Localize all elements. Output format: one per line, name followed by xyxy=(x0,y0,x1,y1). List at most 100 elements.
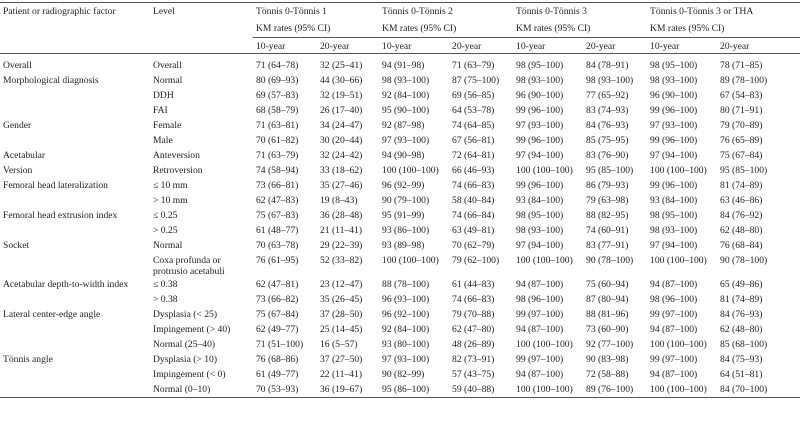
value-cell: 81 (74–89) xyxy=(720,180,763,191)
value-cell: 62 (48–80) xyxy=(720,324,763,335)
value-cell: 85 (75–95) xyxy=(586,135,629,146)
factor-cell: Acetabular depth-to-width index xyxy=(3,279,129,290)
value-cell: 67 (54–83) xyxy=(720,90,763,101)
level-cell: Impingement (< 0) xyxy=(153,369,226,380)
factor-cell: Femoral head lateralization xyxy=(3,180,108,191)
value-cell: 25 (14–45) xyxy=(320,324,363,335)
value-cell: 99 (96–100) xyxy=(516,135,564,146)
value-cell: 84 (76–93) xyxy=(720,309,763,320)
value-cell: 74 (64–85) xyxy=(452,120,495,131)
value-cell: 90 (82–99) xyxy=(382,369,425,380)
factor-cell xyxy=(0,223,150,238)
value-cell: 23 (12–47) xyxy=(320,279,363,290)
value-cell: 96 (93–100) xyxy=(382,294,430,305)
value-cell: 100 (100–100) xyxy=(516,339,573,350)
value-cell: 100 (100–100) xyxy=(516,255,573,266)
level-cell: Normal (25–40) xyxy=(153,339,216,350)
value-cell: 32 (19–51) xyxy=(320,90,363,101)
value-cell: 32 (25–41) xyxy=(320,60,363,71)
value-cell: 72 (58–88) xyxy=(586,369,629,380)
table-row: DDH 69 (57–83) 32 (19–51) 92 (84–100) 69 (56… xyxy=(0,88,800,103)
value-cell: 66 (46–93) xyxy=(452,165,495,176)
value-cell: 97 (93–100) xyxy=(516,120,564,131)
value-cell: 97 (94–100) xyxy=(516,150,564,161)
value-cell: 79 (63–98) xyxy=(586,195,629,206)
level-cell: Female xyxy=(153,120,182,131)
level-cell: ≤ 0.25 xyxy=(153,210,178,221)
subheader: KM rates (95% CI) xyxy=(253,18,380,38)
value-cell: 35 (27–46) xyxy=(320,180,363,191)
factor-cell: Femoral head extrusion index xyxy=(3,210,118,221)
value-cell: 98 (96–100) xyxy=(650,294,698,305)
value-cell: 79 (62–100) xyxy=(452,255,500,266)
value-cell: 70 (61–82) xyxy=(256,135,299,146)
value-cell: 98 (93–100) xyxy=(382,75,430,86)
value-cell: 63 (46–86) xyxy=(720,195,763,206)
value-cell: 37 (28–50) xyxy=(320,309,363,320)
value-cell: 71 (64–78) xyxy=(256,60,299,71)
value-cell: 73 (66–82) xyxy=(256,294,299,305)
value-cell: 99 (96–100) xyxy=(516,105,564,116)
value-cell: 94 (87–100) xyxy=(650,279,698,290)
table-row: > 10 mm 62 (47–83) 19 (8–43) 90 (79–100) 58 … xyxy=(0,193,800,208)
value-cell: 44 (30–66) xyxy=(320,75,363,86)
value-cell: 21 (11–41) xyxy=(320,225,363,236)
value-cell: 36 (19–67) xyxy=(317,382,380,398)
value-cell: 35 (26–45) xyxy=(320,294,363,305)
factor-cell xyxy=(0,322,150,337)
value-cell: 80 (69–93) xyxy=(256,75,299,86)
value-cell: 62 (47–83) xyxy=(256,195,299,206)
group-header: Tönnis 0-Tönnis 2 xyxy=(379,2,514,18)
value-cell: 73 (66–81) xyxy=(256,180,299,191)
value-cell: 100 (100–100) xyxy=(650,165,707,176)
value-cell: 88 (82–95) xyxy=(586,210,629,221)
factor-cell xyxy=(0,88,150,103)
table-row: Tönnis angle Dysplasia (> 10) 76 (68–86) 37… xyxy=(0,352,800,367)
value-cell: 100 (100–100) xyxy=(382,165,439,176)
value-cell: 74 (66–83) xyxy=(452,294,495,305)
table-row: Acetabular Anteversion 71 (63–79) 32 (24–42… xyxy=(0,148,800,163)
value-cell: 48 (26–89) xyxy=(452,339,495,350)
table-row: Femoral head lateralization ≤ 10 mm 73 (66… xyxy=(0,178,800,193)
level-cell: > 10 mm xyxy=(153,195,188,206)
value-cell: 33 (18–62) xyxy=(320,165,363,176)
km-table: Patient or radiographic factor Level Tön… xyxy=(0,2,800,398)
value-cell: 77 (65–92) xyxy=(586,90,629,101)
table-row: Version Retroversion 74 (58–94) 33 (18–62) 1… xyxy=(0,163,800,178)
value-cell: 95 (90–100) xyxy=(382,105,430,116)
value-cell: 65 (49–86) xyxy=(720,279,763,290)
period-header: 10-year xyxy=(647,38,718,54)
value-cell: 70 (63–78) xyxy=(256,240,299,251)
value-cell: 83 (77–91) xyxy=(586,240,629,251)
value-cell: 70 (62–79) xyxy=(452,240,495,251)
value-cell: 94 (87–100) xyxy=(516,279,564,290)
value-cell: 99 (96–100) xyxy=(650,105,698,116)
value-cell: 75 (67–84) xyxy=(256,309,299,320)
table-row: > 0.25 61 (48–77) 21 (11–41) 93 (86–100) 63 … xyxy=(0,223,800,238)
value-cell: 99 (97–100) xyxy=(650,354,698,365)
value-cell: 63 (49–81) xyxy=(452,225,495,236)
level-header: Level xyxy=(150,2,253,18)
value-cell: 92 (77–100) xyxy=(586,339,634,350)
value-cell: 74 (58–94) xyxy=(256,165,299,176)
value-cell: 94 (87–100) xyxy=(650,369,698,380)
value-cell: 93 (86–100) xyxy=(382,225,430,236)
table-row: Lateral center-edge angle Dysplasia (< 25… xyxy=(0,307,800,322)
factor-cell: Gender xyxy=(3,120,32,131)
level-cell: Dysplasia (> 10) xyxy=(153,354,218,365)
value-cell: 98 (96–100) xyxy=(516,294,564,305)
table-row: Coxa profunda or protrusio acetabuli 76 (… xyxy=(0,253,800,277)
value-cell: 98 (93–100) xyxy=(650,225,698,236)
factor-cell xyxy=(0,337,150,352)
period-header: 20-year xyxy=(717,38,800,54)
value-cell: 100 (100–100) xyxy=(647,382,718,398)
group-header: Tönnis 0-Tönnis 3 or THA xyxy=(647,2,800,18)
value-cell: 34 (24–47) xyxy=(320,120,363,131)
value-cell: 76 (61–95) xyxy=(256,255,299,266)
value-cell: 19 (8–43) xyxy=(320,195,358,206)
value-cell: 100 (100–100) xyxy=(382,255,439,266)
value-cell: 85 (68–100) xyxy=(720,339,768,350)
subheader: KM rates (95% CI) xyxy=(513,18,648,38)
level-cell: Impingement (> 40) xyxy=(153,324,231,335)
value-cell: 16 (5–57) xyxy=(320,339,358,350)
